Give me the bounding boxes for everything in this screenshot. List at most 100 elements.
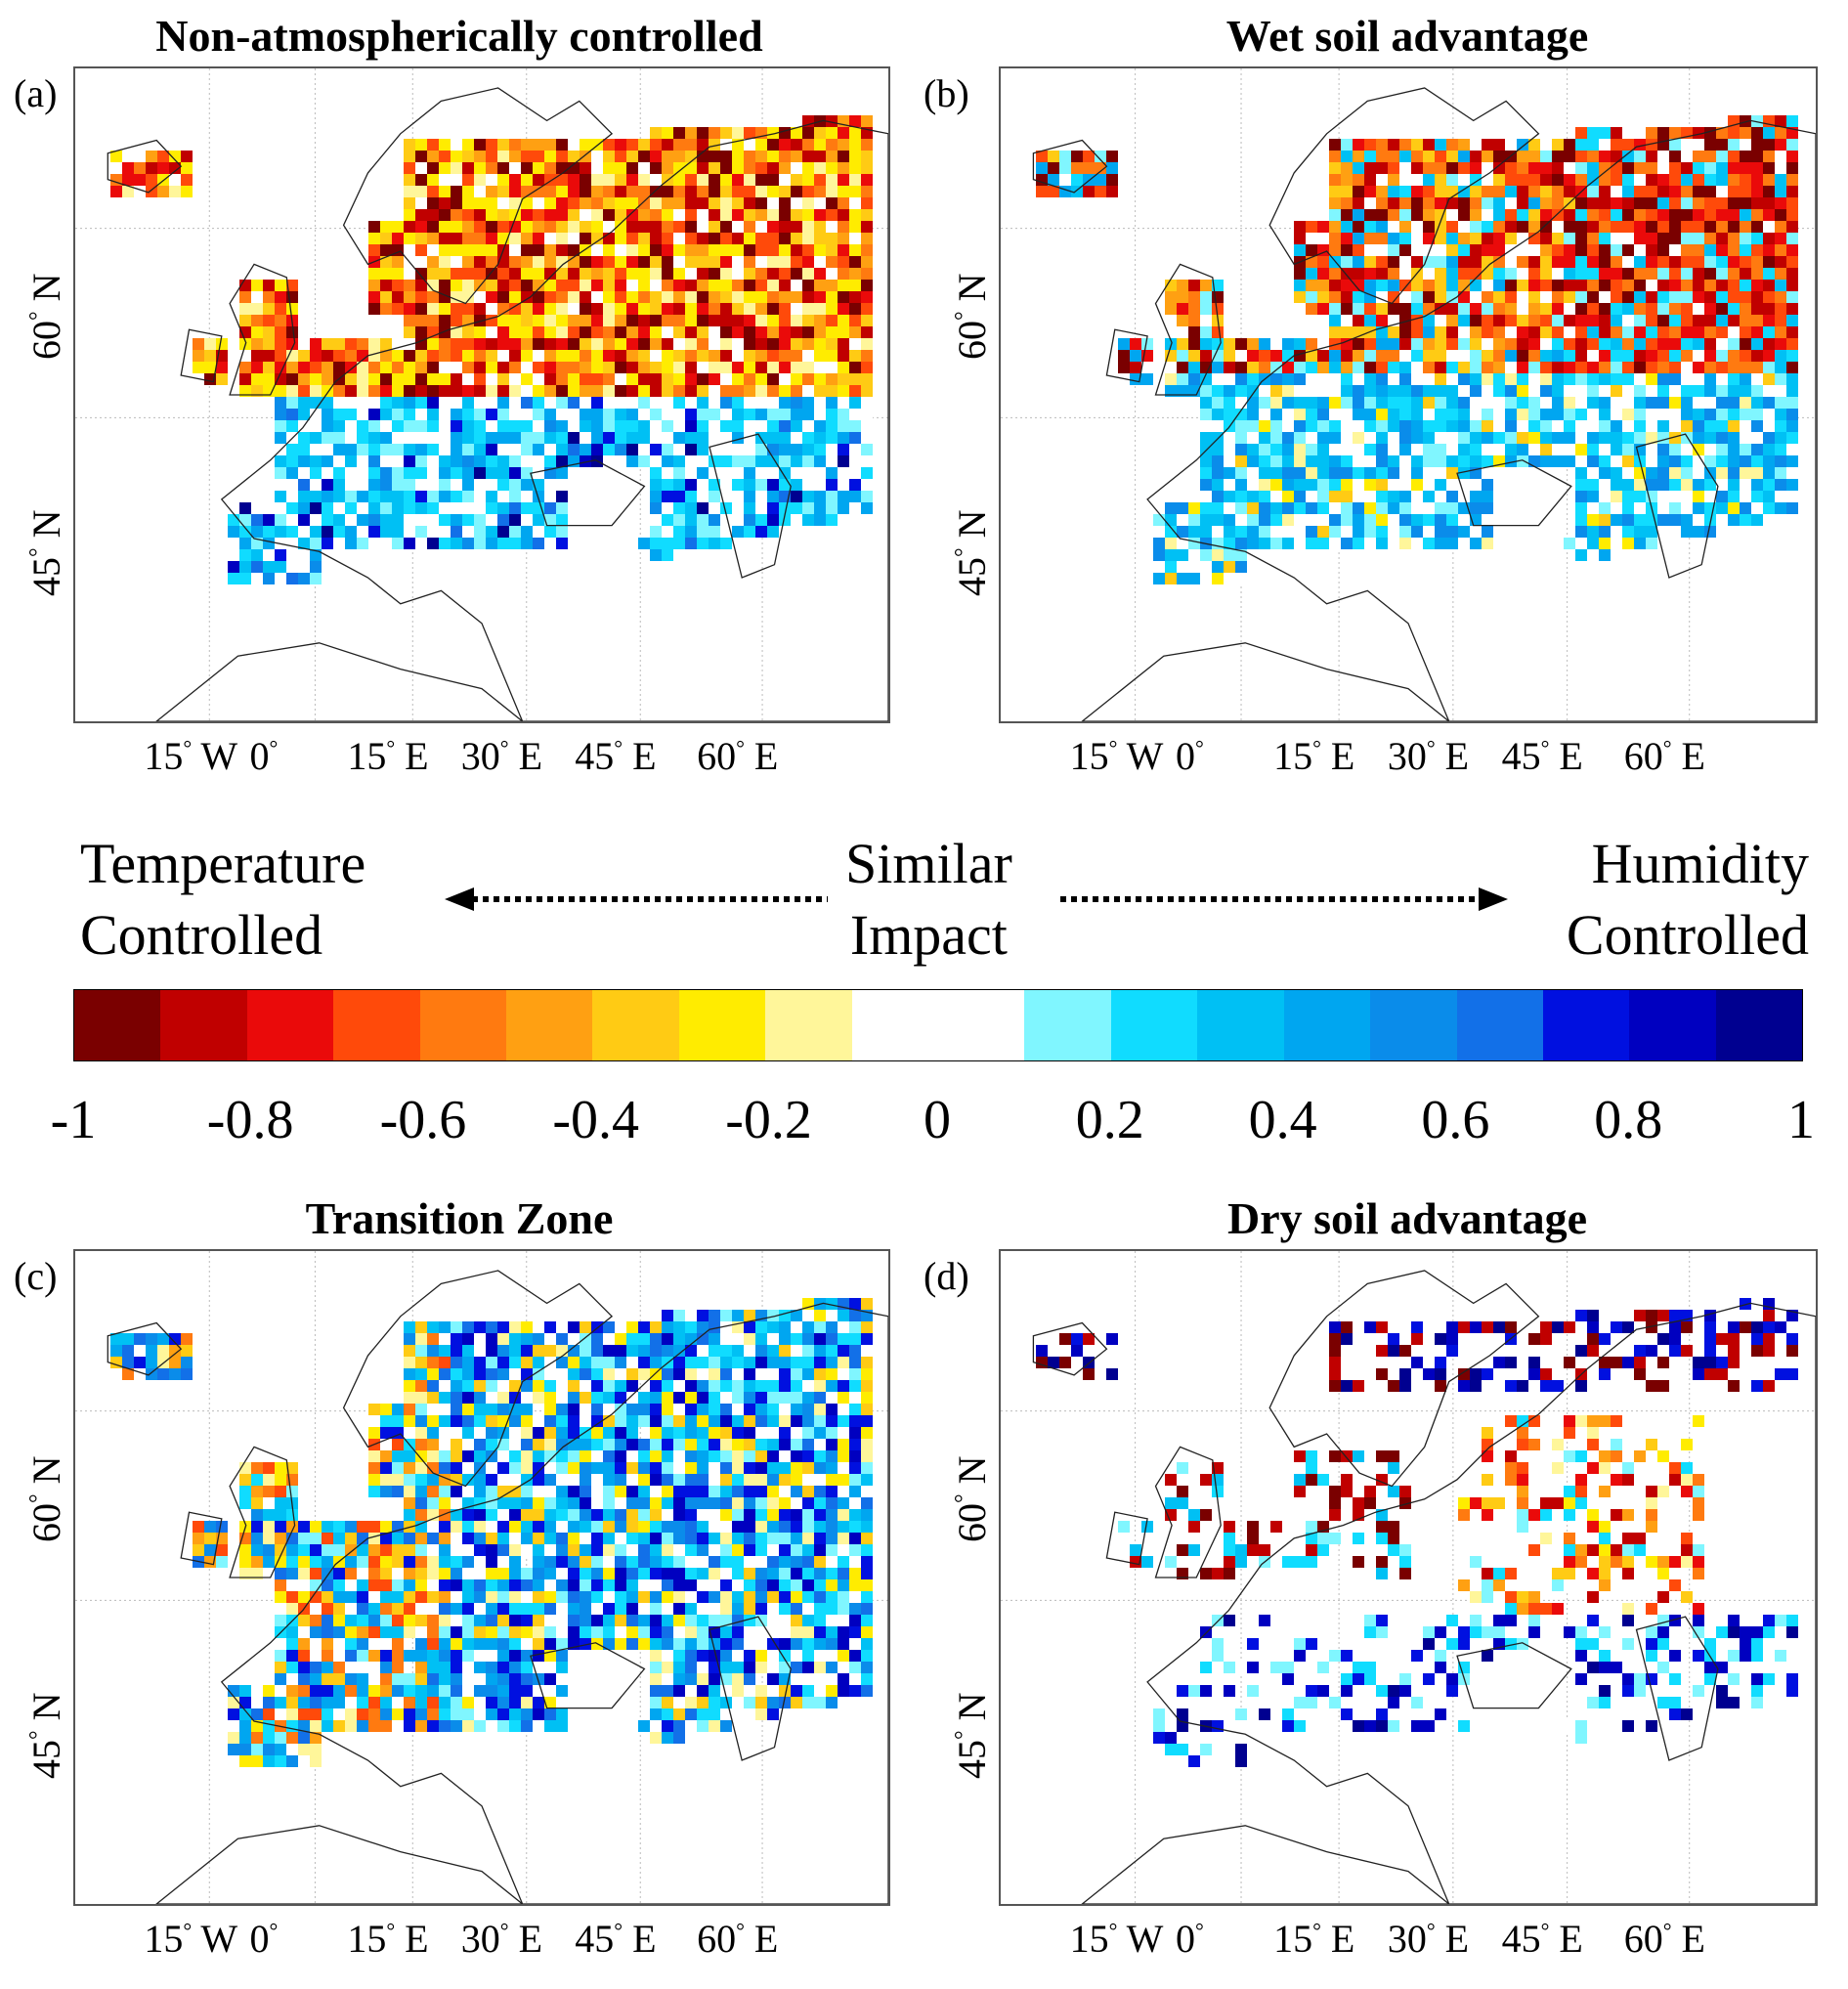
grid-cell: [662, 491, 673, 502]
grid-cell: [1657, 174, 1669, 186]
grid-cell: [732, 1638, 744, 1650]
grid-cell: [1329, 350, 1341, 362]
grid-cell: [239, 561, 251, 573]
grid-cell: [357, 1673, 368, 1685]
grid-cell: [1294, 420, 1306, 432]
grid-cell: [1177, 385, 1188, 397]
grid-cell: [462, 139, 474, 151]
grid-cell: [802, 291, 814, 303]
grid-cell: [451, 221, 462, 233]
grid-cell: [1376, 326, 1388, 338]
grid-cell: [451, 444, 462, 455]
grid-cell: [709, 526, 720, 538]
grid-cell: [603, 139, 615, 151]
grid-cell: [368, 1474, 380, 1486]
grid-cell: [1364, 233, 1376, 244]
grid-cell: [439, 491, 451, 502]
grid-cell: [1482, 280, 1493, 291]
grid-cell: [638, 268, 650, 280]
grid-cell: [1388, 162, 1399, 174]
grid-cell: [1587, 233, 1599, 244]
grid-cell: [650, 186, 662, 197]
grid-cell: [1470, 162, 1482, 174]
grid-cell: [298, 1650, 310, 1662]
grid-cell: [1786, 444, 1798, 455]
grid-cell: [239, 1568, 251, 1579]
grid-cell: [1786, 362, 1798, 373]
grid-cell: [462, 1368, 474, 1380]
grid-cell: [486, 1603, 497, 1615]
grid-cell: [697, 1404, 709, 1415]
grid-cell: [1693, 244, 1704, 256]
grid-cell: [1505, 397, 1517, 409]
grid-cell: [1669, 467, 1681, 479]
grid-cell: [497, 1333, 509, 1345]
grid-cell: [1716, 479, 1728, 491]
grid-cell: [462, 1357, 474, 1368]
grid-cell: [662, 1497, 673, 1509]
grid-cell: [1224, 432, 1235, 444]
grid-cell: [662, 1380, 673, 1392]
grid-cell: [251, 1462, 263, 1474]
grid-cell: [791, 1333, 802, 1345]
grid-cell: [685, 479, 697, 491]
grid-cell: [533, 455, 544, 467]
grid-cell: [251, 291, 263, 303]
grid-cell: [591, 1392, 603, 1404]
grid-cell: [779, 397, 791, 409]
grid-cell: [767, 244, 779, 256]
grid-cell: [1751, 420, 1763, 432]
grid-cell: [779, 350, 791, 362]
grid-cell: [1493, 315, 1505, 326]
grid-cell: [1493, 291, 1505, 303]
grid-cell: [1575, 162, 1587, 174]
grid-cell: [521, 174, 533, 186]
grid-cell: [1587, 186, 1599, 197]
grid-cell: [451, 1568, 462, 1579]
grid-cell: [533, 1626, 544, 1638]
grid-cell: [1329, 326, 1341, 338]
grid-cell: [638, 432, 650, 444]
grid-cell: [1071, 174, 1083, 186]
grid-cell: [838, 127, 849, 139]
grid-cell: [1353, 491, 1364, 502]
grid-cell: [1740, 467, 1751, 479]
grid-cell: [603, 1321, 615, 1333]
grid-cell: [1587, 397, 1599, 409]
grid-cell: [1517, 244, 1528, 256]
grid-cell: [1657, 502, 1669, 514]
grid-cell: [1740, 479, 1751, 491]
grid-cell: [849, 291, 861, 303]
grid-cell: [1423, 455, 1435, 467]
grid-cell: [720, 373, 732, 385]
grid-cell: [462, 221, 474, 233]
grid-cell: [1399, 455, 1411, 467]
grid-cell: [626, 444, 638, 455]
grid-cell: [1317, 420, 1329, 432]
grid-cell: [1657, 385, 1669, 397]
grid-cell: [1188, 549, 1200, 561]
grid-cell: [732, 1650, 744, 1662]
grid-cell: [744, 420, 755, 432]
grid-cell: [755, 1380, 767, 1392]
grid-cell: [755, 467, 767, 479]
grid-cell: [685, 538, 697, 549]
grid-cell: [580, 1368, 591, 1380]
grid-cell: [720, 1673, 732, 1685]
grid-cell: [838, 455, 849, 467]
grid-cell: [838, 338, 849, 350]
grid-cell: [322, 338, 333, 350]
grid-cell: [1294, 479, 1306, 491]
grid-cell: [1470, 221, 1482, 233]
grid-cell: [497, 1533, 509, 1544]
grid-cell: [1552, 268, 1564, 280]
grid-cell: [404, 502, 415, 514]
grid-cell: [650, 1579, 662, 1591]
grid-cell: [720, 1556, 732, 1568]
grid-cell: [744, 1450, 755, 1462]
grid-cell: [1552, 233, 1564, 244]
grid-cell: [1364, 467, 1376, 479]
grid-cell: [1235, 491, 1247, 502]
grid-cell: [556, 1345, 568, 1357]
grid-cell: [1786, 338, 1798, 350]
